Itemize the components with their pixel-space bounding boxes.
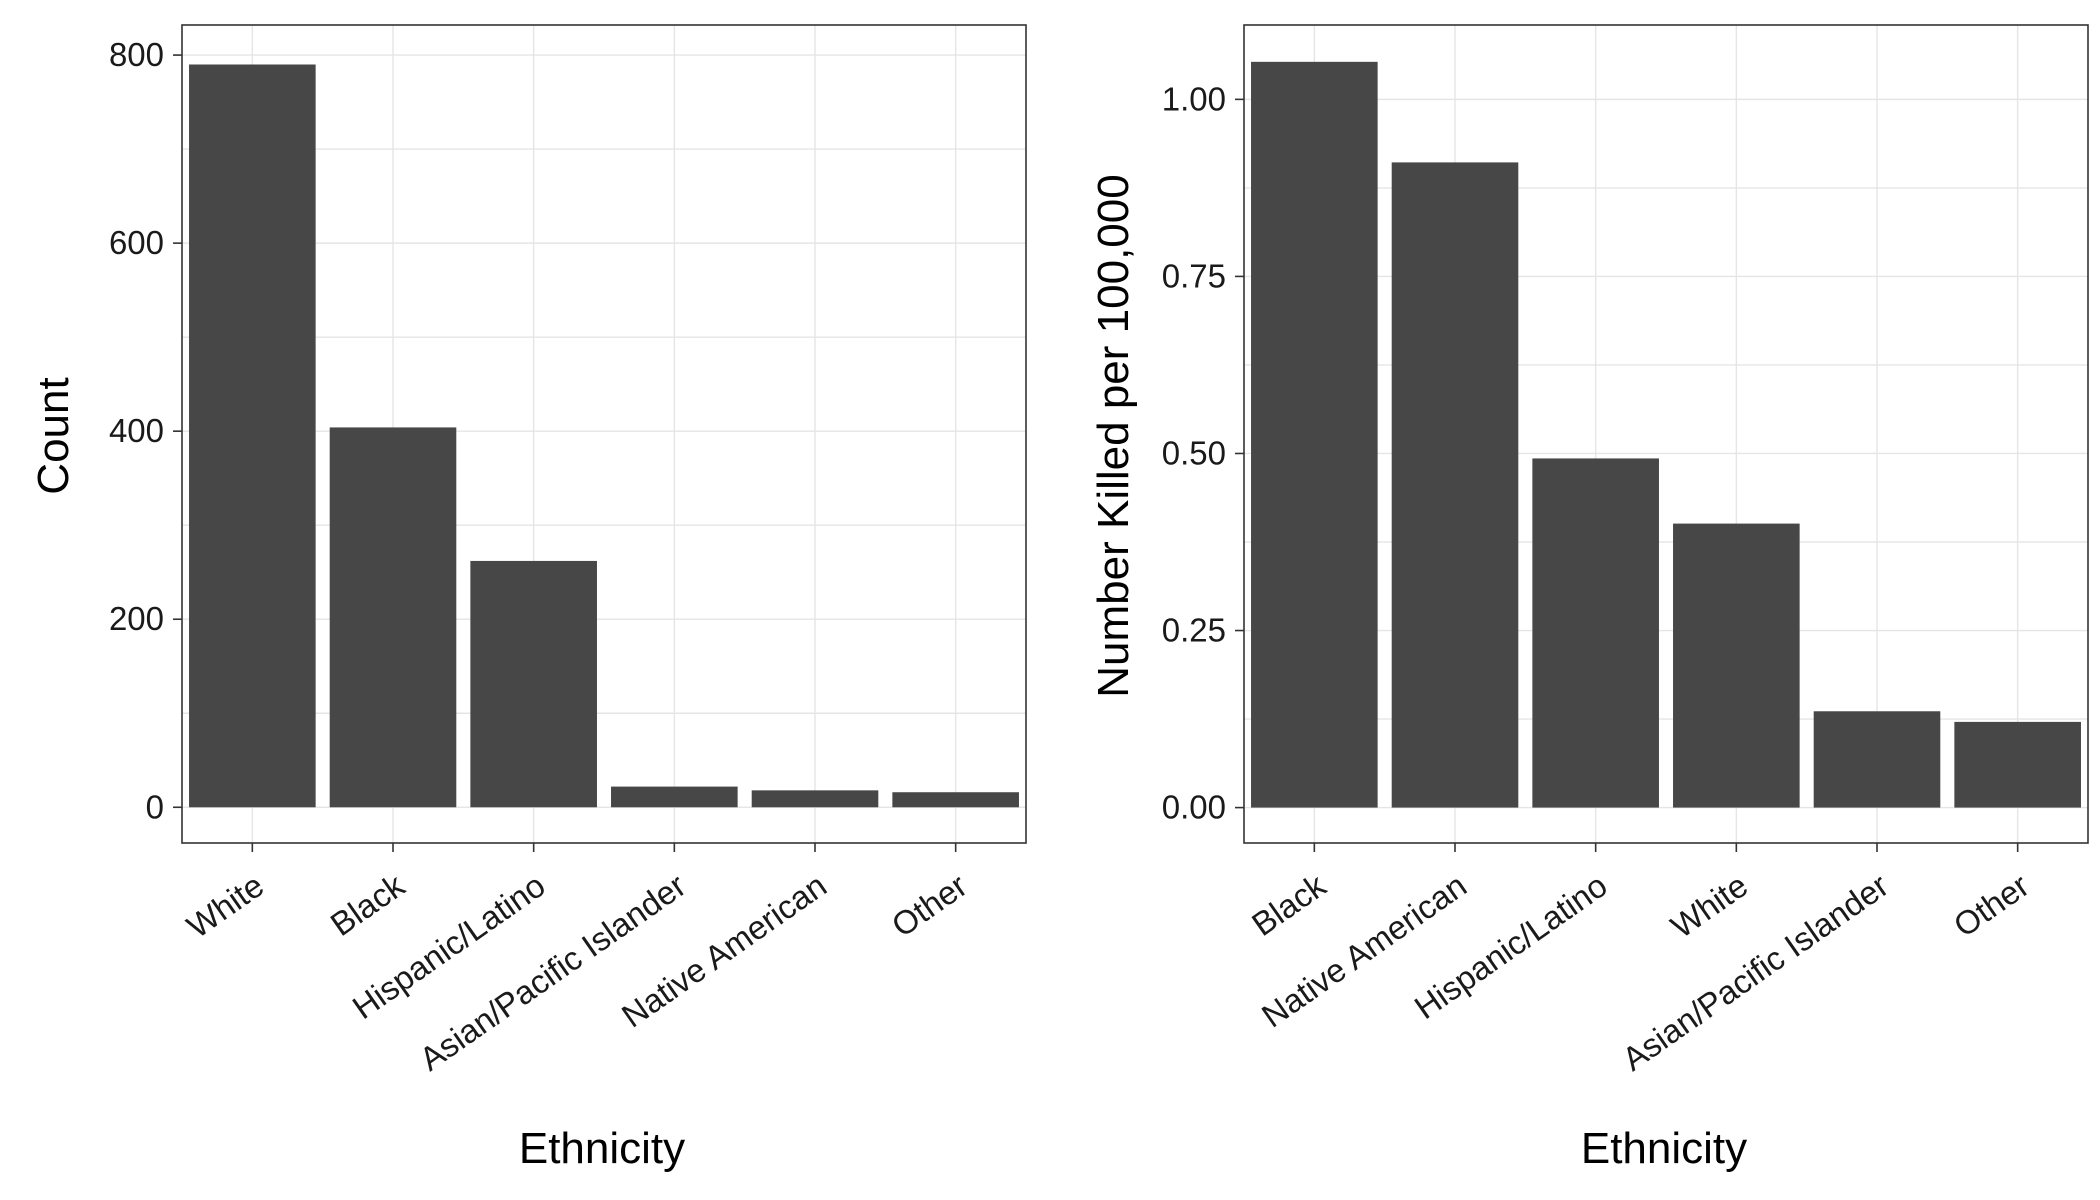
left-panel-border xyxy=(181,24,1027,844)
right-x-tick-label: Other xyxy=(1947,866,2036,944)
right-x-tick-label: Asian/Pacific Islander xyxy=(1615,866,1895,1077)
left-bar xyxy=(470,560,597,808)
left-bar xyxy=(751,790,879,808)
right-y-tick-label: 0.50 xyxy=(1162,434,1226,471)
left-x-tick-label: Black xyxy=(324,866,412,943)
right-y-tick-label: 0.00 xyxy=(1162,789,1226,826)
left-y-axis-title: Count xyxy=(29,377,78,494)
right-x-axis-title: Ethnicity xyxy=(1581,1124,1747,1173)
left-y-tick-label: 400 xyxy=(109,412,164,449)
right-bar xyxy=(1673,523,1800,808)
left-x-tick-label: Other xyxy=(885,866,974,944)
left-bar xyxy=(189,64,316,808)
left-y-tick-label: 200 xyxy=(109,600,164,637)
right-y-tick-label: 0.25 xyxy=(1162,612,1226,649)
right-y-axis-title: Number Killed per 100,000 xyxy=(1089,174,1138,697)
left-bar xyxy=(611,786,738,808)
left-x-tick-label: White xyxy=(180,866,270,945)
left-y-tick-label: 800 xyxy=(109,36,164,73)
right-bar xyxy=(1954,721,2081,808)
left-x-tick-label: Asian/Pacific Islander xyxy=(413,866,693,1077)
right-panel-background xyxy=(1244,25,2088,843)
right-x-tick-label: Black xyxy=(1245,866,1333,943)
right-bar xyxy=(1251,61,1378,808)
left-y-tick-label: 0 xyxy=(146,788,164,825)
right-y-tick-label: 1.00 xyxy=(1162,80,1226,117)
right-x-tick-label: White xyxy=(1664,866,1754,945)
right-y-tick-label: 0.75 xyxy=(1162,257,1226,294)
right-bar xyxy=(1391,162,1519,808)
left-x-axis-title: Ethnicity xyxy=(519,1124,685,1173)
right-bar xyxy=(1813,711,1941,808)
left-bar xyxy=(892,792,1019,808)
right-panel-border xyxy=(1243,24,2089,844)
left-panel-background xyxy=(182,25,1026,843)
left-bar xyxy=(329,427,457,808)
right-bar xyxy=(1532,458,1659,808)
left-y-tick-label: 600 xyxy=(109,224,164,261)
